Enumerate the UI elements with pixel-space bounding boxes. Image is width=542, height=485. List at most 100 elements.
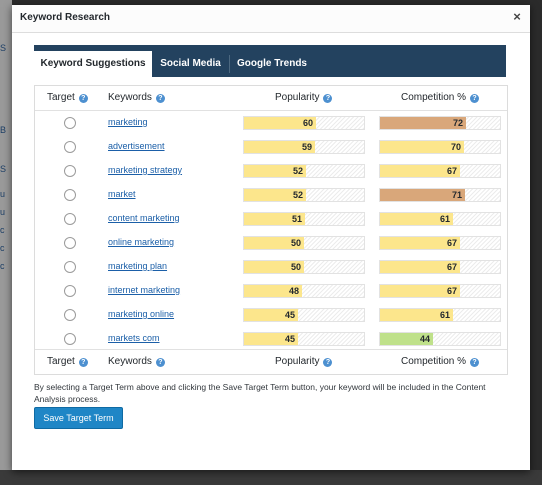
keyword-link[interactable]: internet marketing	[108, 285, 181, 295]
help-icon[interactable]: ?	[155, 358, 165, 367]
background-page-bottom	[0, 470, 542, 485]
popularity-bar-value: 50	[290, 262, 301, 272]
popularity-bar: 51	[243, 212, 365, 226]
popularity-bar: 45	[243, 308, 365, 322]
competition-bar-fill	[380, 141, 464, 153]
popularity-bar-fill	[244, 309, 298, 321]
target-radio[interactable]	[64, 213, 76, 225]
target-radio[interactable]	[64, 333, 76, 345]
target-radio[interactable]	[64, 165, 76, 177]
save-target-note: By selecting a Target Term above and cli…	[34, 382, 486, 404]
competition-bar: 44	[379, 332, 501, 346]
competition-bar-value: 72	[452, 118, 463, 128]
target-radio[interactable]	[64, 309, 76, 321]
competition-bar-fill	[380, 117, 466, 129]
header-target: Target?	[47, 92, 88, 103]
header-popularity: Popularity?	[275, 92, 333, 103]
table-row: advertisement 59 70	[35, 135, 507, 159]
popularity-bar-value: 51	[291, 214, 302, 224]
help-icon[interactable]: ?	[323, 94, 333, 103]
background-page-strip: S B S u u c c c	[0, 0, 12, 485]
competition-bar-fill	[380, 189, 465, 201]
competition-bar-fill	[380, 237, 460, 249]
keyword-link[interactable]: marketing	[108, 117, 148, 127]
competition-bar-fill	[380, 213, 453, 225]
popularity-bar: 60	[243, 116, 365, 130]
target-radio[interactable]	[64, 117, 76, 129]
keyword-link[interactable]: market	[108, 189, 136, 199]
competition-bar: 67	[379, 260, 501, 274]
help-icon[interactable]: ?	[155, 94, 165, 103]
dialog-title: Keyword Research	[20, 12, 111, 23]
keyword-link[interactable]: online marketing	[108, 237, 175, 247]
competition-bar-fill	[380, 285, 460, 297]
table-footer: Target? Keywords? Popularity? Competitio…	[35, 349, 507, 374]
target-radio[interactable]	[64, 141, 76, 153]
table-row: marketing online 45 61	[35, 303, 507, 327]
tab-google-trends[interactable]: Google Trends	[236, 58, 307, 69]
table-row: internet marketing 48 67	[35, 279, 507, 303]
table-row: markets com 45 44	[35, 327, 507, 351]
popularity-bar-fill	[244, 117, 316, 129]
help-icon[interactable]: ?	[78, 94, 88, 103]
footer-popularity: Popularity?	[275, 356, 333, 367]
table-row: market 52 71	[35, 183, 507, 207]
footer-keywords: Keywords?	[108, 356, 165, 367]
table-header: Target? Keywords? Popularity? Competitio…	[35, 86, 507, 111]
popularity-bar-value: 50	[290, 238, 301, 248]
popularity-bar-fill	[244, 141, 315, 153]
target-radio[interactable]	[64, 261, 76, 273]
competition-bar-value: 67	[446, 238, 457, 248]
competition-bar: 70	[379, 140, 501, 154]
popularity-bar-fill	[244, 333, 298, 345]
footer-competition: Competition %?	[401, 356, 480, 367]
competition-bar-value: 67	[446, 262, 457, 272]
keyword-link[interactable]: marketing strategy	[108, 165, 183, 175]
competition-bar-fill	[380, 165, 460, 177]
help-icon[interactable]: ?	[78, 358, 88, 367]
save-target-term-button[interactable]: Save Target Term	[34, 407, 123, 429]
popularity-bar: 45	[243, 332, 365, 346]
close-icon[interactable]: ×	[513, 9, 521, 24]
competition-bar-value: 61	[439, 214, 450, 224]
competition-bar-value: 44	[419, 334, 430, 344]
popularity-bar-fill	[244, 165, 306, 177]
popularity-bar-fill	[244, 261, 304, 273]
keyword-link[interactable]: marketing online	[108, 309, 175, 319]
target-radio[interactable]	[64, 285, 76, 297]
tab-bar: Keyword Suggestions Social Media Google …	[34, 45, 506, 78]
popularity-bar-value: 45	[284, 310, 295, 320]
keyword-link[interactable]: marketing plan	[108, 261, 168, 271]
keyword-link[interactable]: advertisement	[108, 141, 165, 151]
competition-bar: 71	[379, 188, 501, 202]
competition-bar-fill	[380, 261, 460, 273]
competition-bar-value: 67	[446, 286, 457, 296]
competition-bar-value: 70	[450, 142, 461, 152]
tab-social-media[interactable]: Social Media	[160, 58, 221, 69]
table-row: content marketing 51 61	[35, 207, 507, 231]
competition-bar-value: 71	[451, 190, 462, 200]
competition-bar: 67	[379, 236, 501, 250]
header-keywords: Keywords?	[108, 92, 165, 103]
competition-bar-fill	[380, 333, 433, 345]
keyword-table: Target? Keywords? Popularity? Competitio…	[34, 85, 508, 375]
popularity-bar: 52	[243, 188, 365, 202]
keyword-research-dialog: Keyword Research × Keyword Suggestions S…	[12, 5, 530, 470]
competition-bar: 61	[379, 212, 501, 226]
table-row: marketing strategy 52 67	[35, 159, 507, 183]
keyword-link[interactable]: content marketing	[108, 213, 180, 223]
help-icon[interactable]: ?	[323, 358, 333, 367]
popularity-bar: 50	[243, 260, 365, 274]
keyword-link[interactable]: markets com	[108, 333, 160, 343]
header-competition: Competition %?	[401, 92, 480, 103]
target-radio[interactable]	[64, 237, 76, 249]
tab-keyword-suggestions[interactable]: Keyword Suggestions	[34, 51, 152, 78]
target-radio[interactable]	[64, 189, 76, 201]
help-icon[interactable]: ?	[470, 94, 480, 103]
popularity-bar-value: 45	[284, 334, 295, 344]
help-icon[interactable]: ?	[470, 358, 480, 367]
popularity-bar-fill	[244, 285, 302, 297]
popularity-bar-value: 59	[301, 142, 312, 152]
popularity-bar: 59	[243, 140, 365, 154]
competition-bar: 61	[379, 308, 501, 322]
